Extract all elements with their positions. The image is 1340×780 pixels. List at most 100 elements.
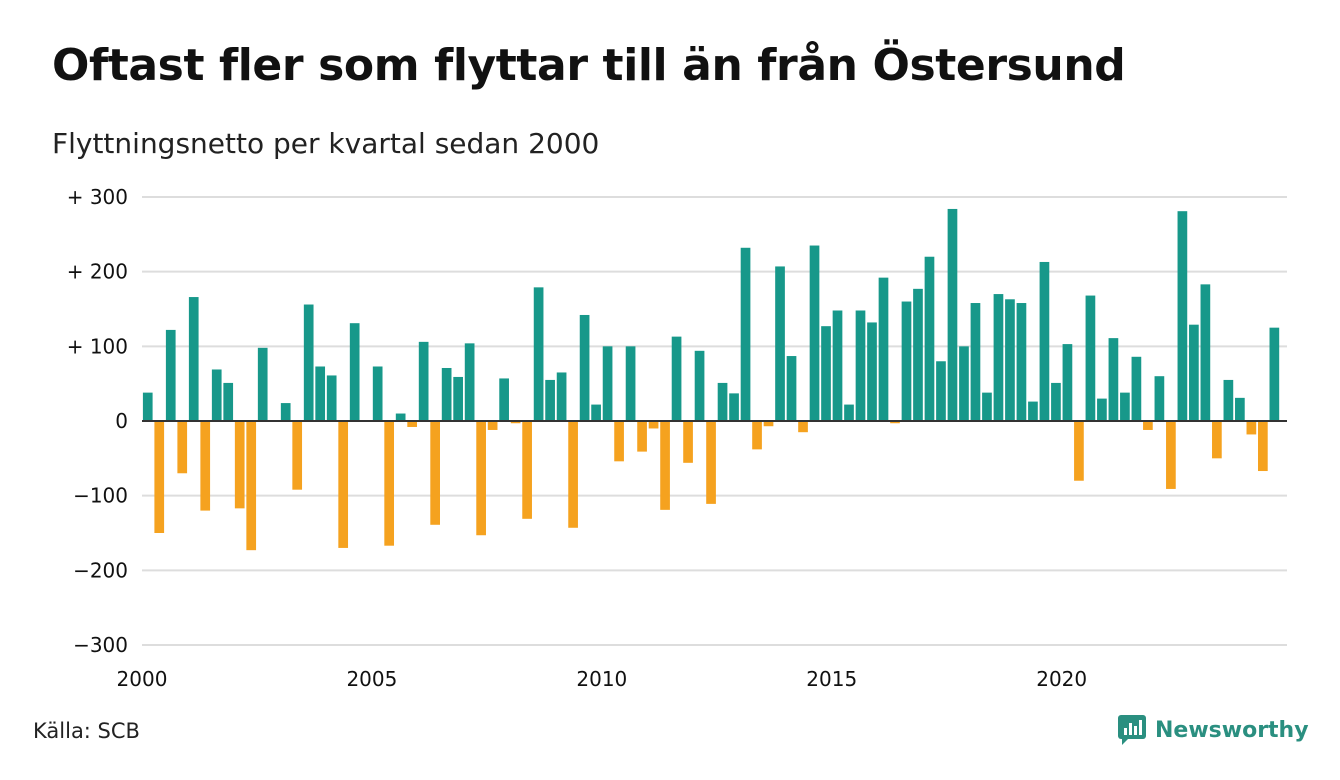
bar [154,421,165,533]
bar [786,356,797,421]
bar [372,366,383,421]
bar [901,301,912,421]
bar [637,421,647,452]
bar [384,421,395,546]
bar [890,421,900,424]
x-tick-label: 2020 [1036,667,1087,691]
bar [1200,284,1211,421]
bar [1062,344,1073,421]
bar [142,392,153,421]
bar [1258,421,1268,472]
bar [556,372,567,421]
bar [729,393,739,421]
bar [1120,392,1130,421]
bar [982,392,992,421]
y-tick-label: 0 [115,409,128,433]
bar [1177,211,1188,421]
bar [1016,303,1027,421]
bar [464,343,475,421]
bar [763,421,774,427]
newsworthy-logo-icon [1118,715,1146,745]
bar [1212,421,1222,459]
bar [303,304,314,421]
bar [1246,421,1257,435]
bar [395,413,406,421]
y-tick-label: −300 [73,633,128,657]
bar [510,421,521,424]
bar [832,310,843,421]
bar [476,421,486,536]
bar [1005,299,1015,421]
bar [1028,401,1038,421]
bar [959,346,969,421]
bar [1097,398,1107,421]
bar [1039,261,1050,421]
y-tick-label: + 200 [67,260,128,284]
bar [499,378,509,421]
bar [453,376,463,421]
bar [257,347,268,421]
chart-title: Oftast fler som flyttar till än från Öst… [52,40,1126,91]
bar [487,421,498,430]
bar [913,288,923,421]
bar [223,382,234,421]
y-tick-label: + 100 [67,334,128,358]
bar [1108,338,1119,421]
y-tick-label: + 300 [67,185,128,209]
bar [821,326,831,421]
bar [349,323,360,421]
bar [878,277,889,421]
bar [867,322,877,421]
bar [177,421,188,474]
bar [924,256,935,421]
bar [326,375,337,421]
bar [683,421,693,463]
bar [211,369,222,421]
bar [740,247,751,421]
bar [855,310,866,421]
bar [775,266,785,421]
chart-subtitle: Flyttningsnetto per kvartal sedan 2000 [52,127,600,160]
bar [602,346,613,421]
bar [1269,327,1280,421]
bar [1235,397,1245,421]
bar [234,421,245,509]
bar [246,421,257,551]
bar [1223,379,1234,421]
bar [430,421,440,525]
bar [660,421,670,510]
bar [407,421,418,427]
bar [671,336,682,421]
bar-chart: + 300 + 200 + 100 0 −100 −200 −300 2000 2005 2010… [67,185,1287,691]
bar [798,421,808,433]
x-tick-label: 2005 [346,667,397,691]
bar [338,421,349,548]
bar [315,366,326,421]
source-label: Källa: SCB [33,719,140,743]
bar [200,421,211,511]
x-tick-label: 2010 [576,667,627,691]
bar [418,341,429,421]
bar [1166,421,1176,489]
bar [1189,324,1199,421]
bar [1074,421,1084,481]
bar [1085,295,1096,421]
bar [936,361,946,421]
bar [706,421,716,504]
x-tick-label: 2000 [117,667,168,691]
bar [717,382,728,421]
bar [188,297,199,421]
brand-logo: Newsworthy [1117,714,1309,746]
bar [614,421,624,462]
bar [1154,376,1165,421]
bar [993,294,1004,421]
bar [970,303,981,421]
y-tick-label: −100 [73,484,128,508]
bar [522,421,532,519]
bar [1051,382,1061,421]
bar [280,403,291,421]
bar [568,421,578,528]
bar [844,404,854,421]
y-tick-label: −200 [73,558,128,582]
bar [292,421,303,490]
